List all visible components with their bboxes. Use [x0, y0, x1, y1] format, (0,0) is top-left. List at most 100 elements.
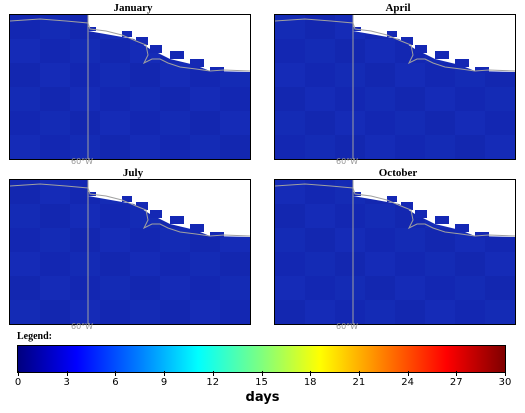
grid-cell — [335, 135, 365, 159]
grid-cell — [70, 228, 100, 252]
colorbar-tick-label: 12 — [206, 377, 220, 388]
map-panel-july: July 60°W — [9, 167, 257, 337]
grid-cell — [70, 276, 100, 300]
grid-cell — [365, 300, 395, 324]
colorbar — [17, 345, 506, 373]
grid-cell — [40, 204, 70, 228]
grid-cell — [190, 276, 220, 300]
grid-cell — [100, 300, 130, 324]
panel-title: October — [378, 167, 418, 179]
coastal-cell — [415, 210, 427, 218]
grid-cell — [365, 87, 395, 111]
map-panel-january: January 60°W — [9, 2, 257, 172]
grid-cell — [100, 39, 130, 63]
grid-cell — [275, 300, 305, 324]
grid-cell — [40, 300, 70, 324]
grid-cell — [10, 15, 40, 39]
grid-cell — [130, 300, 160, 324]
colorbar-tick-label: 30 — [498, 377, 512, 388]
map-panel-october: October 60°W — [274, 167, 522, 337]
grid-cell — [395, 276, 425, 300]
grid-cell — [190, 111, 220, 135]
grid-cell — [40, 39, 70, 63]
grid-cell — [455, 300, 485, 324]
grid-cell — [130, 252, 160, 276]
colorbar-tick — [456, 371, 458, 376]
coastal-cell — [387, 196, 397, 202]
grid-cell — [40, 15, 70, 39]
grid-cell — [425, 87, 455, 111]
longitude-label: 60°W — [71, 157, 94, 166]
grid-cell — [10, 204, 40, 228]
grid-cell — [70, 252, 100, 276]
grid-cell — [275, 63, 305, 87]
grid-cell — [10, 135, 40, 159]
grid-cell — [160, 111, 190, 135]
grid-cell — [425, 228, 455, 252]
grid-cell — [100, 63, 130, 87]
grid-cell — [160, 276, 190, 300]
colorbar-tick-label: 3 — [63, 377, 70, 388]
grid-cell — [485, 252, 515, 276]
grid-cell — [10, 252, 40, 276]
grid-cell — [160, 135, 190, 159]
legend-unit-label: days — [245, 390, 280, 405]
map-svg — [275, 180, 515, 324]
grid-cell — [130, 228, 160, 252]
grid-cell — [40, 135, 70, 159]
colorbar-tick — [505, 371, 506, 376]
coastal-cell — [136, 202, 148, 210]
grid-cell — [10, 228, 40, 252]
coastal-cell — [435, 216, 449, 224]
grid-cell — [160, 63, 190, 87]
grid-cell — [220, 252, 250, 276]
grid-cell — [40, 87, 70, 111]
grid-cell — [275, 276, 305, 300]
grid-cell — [365, 204, 395, 228]
coastal-cell — [170, 216, 184, 224]
grid-cell — [425, 300, 455, 324]
grid-cell — [220, 111, 250, 135]
grid-cell — [40, 276, 70, 300]
map-panel-april: April 60°W — [274, 2, 522, 172]
panel-title: January — [113, 2, 153, 14]
coastal-cell — [455, 59, 469, 67]
grid-cell — [275, 111, 305, 135]
grid-cell — [305, 15, 335, 39]
grid-cell — [220, 135, 250, 159]
coastal-cell — [150, 210, 162, 218]
grid-cell — [305, 300, 335, 324]
grid-cell — [485, 300, 515, 324]
grid-cell — [425, 111, 455, 135]
coastal-cell — [170, 51, 184, 59]
grid-cell — [485, 111, 515, 135]
ocean-area — [88, 180, 250, 237]
grid-cell — [130, 135, 160, 159]
grid-cell — [305, 204, 335, 228]
grid-cell — [100, 204, 130, 228]
coastal-cell — [136, 37, 148, 45]
grid-cell — [425, 276, 455, 300]
grid-cell — [100, 135, 130, 159]
ocean-area — [88, 15, 250, 72]
colorbar-tick — [358, 371, 360, 376]
grid-cell — [425, 252, 455, 276]
grid-cell — [190, 252, 220, 276]
grid-cell — [305, 252, 335, 276]
grid-cell — [335, 204, 365, 228]
grid-cell — [335, 39, 365, 63]
grid-cell — [455, 111, 485, 135]
grid-cell — [190, 135, 220, 159]
coastal-cell — [435, 51, 449, 59]
grid-cell — [365, 111, 395, 135]
grid-cell — [100, 111, 130, 135]
grid-cell — [10, 39, 40, 63]
coastal-cell — [122, 31, 132, 37]
map-frame — [9, 179, 251, 325]
grid-cell — [70, 63, 100, 87]
grid-cell — [70, 87, 100, 111]
coastal-cell — [190, 224, 204, 232]
colorbar-tick — [18, 371, 19, 376]
grid-cell — [130, 63, 160, 87]
panel-title: April — [385, 2, 411, 14]
